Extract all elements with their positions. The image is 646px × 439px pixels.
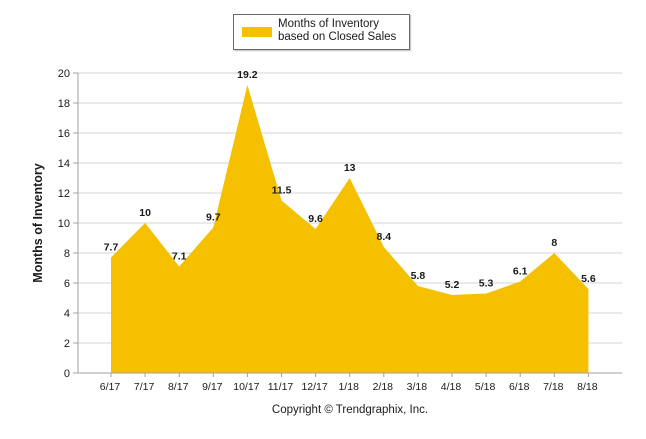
y-tick-label: 0 xyxy=(64,368,70,380)
data-label: 19.2 xyxy=(237,69,258,81)
x-tick-label: 5/18 xyxy=(475,381,496,393)
data-label: 5.8 xyxy=(411,270,426,282)
x-tick-label: 1/18 xyxy=(338,381,359,393)
data-label: 7.7 xyxy=(104,242,119,254)
area-layer xyxy=(111,85,589,373)
data-label: 5.2 xyxy=(445,279,460,291)
data-label: 13 xyxy=(344,162,356,174)
y-tick-label: 10 xyxy=(58,218,70,230)
data-label: 6.1 xyxy=(513,266,528,278)
x-axis-title: Copyright © Trendgraphix, Inc. xyxy=(272,404,428,416)
x-tick-label: 11/17 xyxy=(268,381,294,393)
x-tick-label: 2/18 xyxy=(373,381,394,393)
legend: Months of Inventory based on Closed Sale… xyxy=(233,14,410,50)
x-tick-label: 10/17 xyxy=(233,381,259,393)
y-tick-label: 20 xyxy=(58,68,70,80)
y-axis-title: Months of Inventory xyxy=(31,163,45,282)
y-tick-label: 14 xyxy=(58,158,70,170)
y-tick-label: 8 xyxy=(64,248,70,260)
x-tick-label: 3/18 xyxy=(407,381,428,393)
x-tick-label: 4/18 xyxy=(441,381,462,393)
x-tick-label: 8/17 xyxy=(168,381,189,393)
y-tick-label: 2 xyxy=(64,338,70,350)
data-label: 7.1 xyxy=(172,251,187,263)
label-layer: 0 2 4 6 8 10 12 14 16 18 20 6/17 7/17 8/17 9/17 10/17 11… xyxy=(58,68,598,393)
legend-swatch xyxy=(242,27,272,37)
x-tick-label: 12/17 xyxy=(301,381,327,393)
axis-layer xyxy=(73,72,622,377)
x-tick-label: 6/17 xyxy=(100,381,121,393)
data-label: 5.6 xyxy=(581,273,596,285)
data-label: 5.3 xyxy=(479,278,494,290)
x-tick-label: 6/18 xyxy=(509,381,530,393)
y-tick-label: 18 xyxy=(58,98,70,110)
y-tick-label: 12 xyxy=(58,188,70,200)
data-label: 11.5 xyxy=(272,185,292,197)
y-tick-label: 16 xyxy=(58,128,70,140)
data-label: 9.7 xyxy=(206,212,221,224)
x-tick-label: 7/17 xyxy=(134,381,155,393)
data-label: 8.4 xyxy=(376,231,391,243)
x-tick-label: 8/18 xyxy=(577,381,598,393)
area-series xyxy=(111,85,589,373)
x-tick-label: 7/18 xyxy=(543,381,564,393)
data-label: 10 xyxy=(139,207,151,219)
y-tick-label: 4 xyxy=(64,308,70,320)
x-tick-label: 9/17 xyxy=(202,381,223,393)
data-label: 9.6 xyxy=(308,213,323,225)
y-tick-label: 6 xyxy=(64,278,70,290)
data-label: 8 xyxy=(551,237,557,249)
legend-label: Months of Inventory based on Closed Sale… xyxy=(278,18,397,43)
